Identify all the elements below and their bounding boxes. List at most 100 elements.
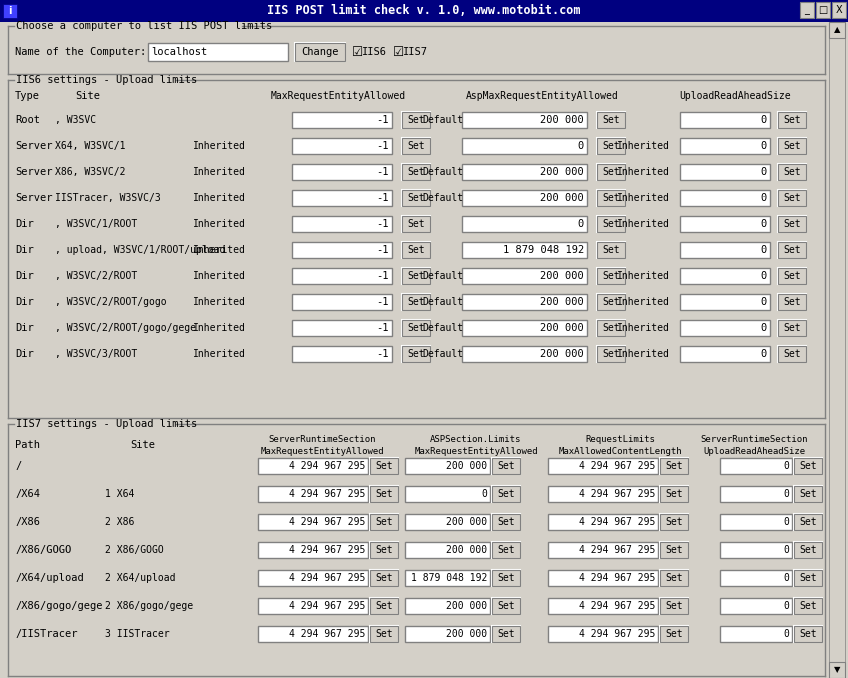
Text: /X86/GOGO: /X86/GOGO (15, 545, 71, 555)
Text: Inherited: Inherited (617, 167, 670, 177)
Text: 0: 0 (761, 141, 767, 151)
Text: Set: Set (665, 545, 683, 555)
Text: 4 294 967 295: 4 294 967 295 (578, 517, 655, 527)
Bar (402, 242, 430, 258)
Bar (492, 626, 520, 642)
Text: -1: -1 (377, 297, 389, 307)
Bar (548, 542, 658, 558)
Text: 4 294 967 295: 4 294 967 295 (288, 601, 365, 611)
Bar (720, 542, 792, 558)
Text: Inherited: Inherited (617, 193, 670, 203)
Bar (778, 294, 806, 310)
Text: Set: Set (497, 461, 515, 471)
Text: 200 000: 200 000 (446, 629, 487, 639)
Bar (794, 598, 822, 614)
Bar (660, 542, 688, 558)
Bar (660, 570, 688, 586)
Bar (660, 570, 688, 586)
Bar (794, 514, 822, 530)
Bar (370, 570, 398, 586)
Text: Root: Root (15, 115, 40, 125)
Text: Set: Set (602, 219, 620, 229)
Bar (402, 216, 430, 232)
Bar (492, 542, 520, 558)
Bar (370, 598, 398, 614)
Bar (680, 190, 770, 206)
Bar (492, 514, 520, 530)
Bar (492, 514, 520, 530)
Bar (660, 542, 688, 558)
Text: IIS POST limit check v. 1.0, www.motobit.com: IIS POST limit check v. 1.0, www.motobit… (267, 5, 581, 18)
Text: 0: 0 (783, 545, 789, 555)
Bar (597, 216, 625, 232)
Bar (794, 458, 822, 474)
Text: -1: -1 (377, 115, 389, 125)
Bar (402, 164, 430, 180)
Text: Default: Default (422, 193, 463, 203)
Text: 0: 0 (783, 461, 789, 471)
Bar (402, 112, 430, 128)
Text: RequestLimits: RequestLimits (585, 435, 655, 445)
Text: Set: Set (799, 489, 817, 499)
Bar (402, 112, 430, 128)
Text: Set: Set (799, 601, 817, 611)
Bar (778, 294, 806, 310)
Bar (292, 216, 392, 232)
Text: -1: -1 (377, 271, 389, 281)
Text: Set: Set (602, 141, 620, 151)
Bar (680, 268, 770, 284)
Text: Set: Set (375, 517, 393, 527)
Text: i: i (8, 6, 12, 16)
Text: 4 294 967 295: 4 294 967 295 (578, 573, 655, 583)
Bar (794, 542, 822, 558)
Bar (492, 458, 520, 474)
Bar (597, 268, 625, 284)
Bar (660, 458, 688, 474)
Text: Set: Set (784, 141, 801, 151)
Bar (794, 514, 822, 530)
Text: 4 294 967 295: 4 294 967 295 (288, 629, 365, 639)
Text: /: / (15, 461, 21, 471)
Text: Dir: Dir (15, 297, 34, 307)
Bar (794, 486, 822, 502)
Text: Site: Site (130, 439, 155, 450)
Bar (462, 190, 587, 206)
Text: Set: Set (375, 489, 393, 499)
Bar (778, 112, 806, 128)
Text: Dir: Dir (15, 323, 34, 333)
Bar (816, 2, 830, 18)
Bar (597, 320, 625, 336)
Text: -1: -1 (377, 141, 389, 151)
Bar (402, 294, 430, 310)
Text: Server: Server (15, 193, 53, 203)
Bar (778, 346, 806, 362)
Bar (370, 570, 398, 586)
Text: IIS7: IIS7 (403, 47, 428, 57)
Text: Set: Set (407, 115, 425, 125)
Bar (778, 164, 806, 180)
Text: 200 000: 200 000 (540, 115, 584, 125)
Text: X: X (835, 5, 842, 15)
Bar (292, 294, 392, 310)
Text: Set: Set (602, 349, 620, 359)
Text: 200 000: 200 000 (540, 297, 584, 307)
Bar (680, 216, 770, 232)
Text: Set: Set (784, 245, 801, 255)
Bar (720, 486, 792, 502)
Bar (462, 320, 587, 336)
Text: Default: Default (422, 271, 463, 281)
Bar (402, 320, 430, 336)
Bar (258, 458, 368, 474)
Bar (680, 112, 770, 128)
Text: Set: Set (799, 545, 817, 555)
Bar (258, 626, 368, 642)
Text: Set: Set (665, 573, 683, 583)
Text: X86, W3SVC/2: X86, W3SVC/2 (55, 167, 126, 177)
Text: 0: 0 (577, 219, 584, 229)
Text: IIS6: IIS6 (362, 47, 387, 57)
Text: Set: Set (497, 573, 515, 583)
Bar (597, 346, 625, 362)
Bar (0, 0, 848, 22)
Bar (492, 598, 520, 614)
Bar (660, 626, 688, 642)
